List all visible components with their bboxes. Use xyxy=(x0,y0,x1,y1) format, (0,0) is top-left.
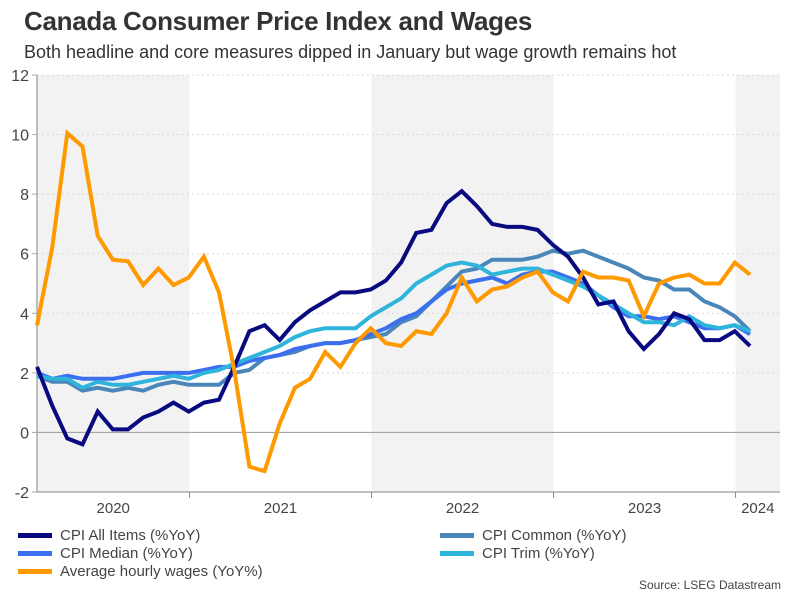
legend-label: CPI Median (%YoY) xyxy=(60,544,193,562)
y-tick-label: 2 xyxy=(20,366,29,383)
legend-item: CPI Median (%YoY) xyxy=(18,544,263,562)
legend-swatch xyxy=(440,550,474,556)
legend-swatch xyxy=(18,568,52,574)
legend-right: CPI Common (%YoY) CPI Trim (%YoY) xyxy=(440,526,627,562)
legend-left: CPI All Items (%YoY) CPI Median (%YoY) A… xyxy=(18,526,263,580)
series-line-cpi-all-items-yoy xyxy=(35,188,752,447)
legend-item: CPI All Items (%YoY) xyxy=(18,526,263,544)
series-line-cpi-trim-yoy xyxy=(36,260,751,391)
legend-label: Average hourly wages (YoY%) xyxy=(60,562,263,580)
y-tick-label: 0 xyxy=(20,425,29,442)
y-tick-label: 10 xyxy=(11,128,29,145)
shaded-band xyxy=(37,75,190,492)
legend-swatch xyxy=(18,550,52,556)
x-tick-label: 2022 xyxy=(446,500,479,517)
y-tick-label: 12 xyxy=(11,68,29,85)
chart-subtitle: Both headline and core measures dipped i… xyxy=(24,42,677,62)
x-tick-label: 2023 xyxy=(628,500,661,517)
legend-item: CPI Trim (%YoY) xyxy=(440,544,627,562)
y-tick-label: 4 xyxy=(20,306,29,323)
x-tick-label: 2021 xyxy=(264,500,297,517)
y-tick-label: 6 xyxy=(20,247,29,264)
legend-item: Average hourly wages (YoY%) xyxy=(18,562,263,580)
y-tick-label: -2 xyxy=(15,485,29,502)
chart-title: Canada Consumer Price Index and Wages xyxy=(24,6,533,36)
y-tick-label: 8 xyxy=(20,187,29,204)
legend-label: CPI All Items (%YoY) xyxy=(60,526,201,544)
series-line-average-hourly-wages-yoy xyxy=(35,129,752,474)
series-line-cpi-common-yoy xyxy=(36,248,752,393)
legend-label: CPI Trim (%YoY) xyxy=(482,544,595,562)
legend-swatch xyxy=(440,532,474,538)
shaded-band xyxy=(735,75,780,492)
legend-item: CPI Common (%YoY) xyxy=(440,526,627,544)
x-tick-label: 2024 xyxy=(741,500,774,517)
source-note: Source: LSEG Datastream xyxy=(638,578,781,592)
legend-label: CPI Common (%YoY) xyxy=(482,526,627,544)
legend-swatch xyxy=(18,532,52,538)
x-tick-label: 2020 xyxy=(97,500,130,517)
